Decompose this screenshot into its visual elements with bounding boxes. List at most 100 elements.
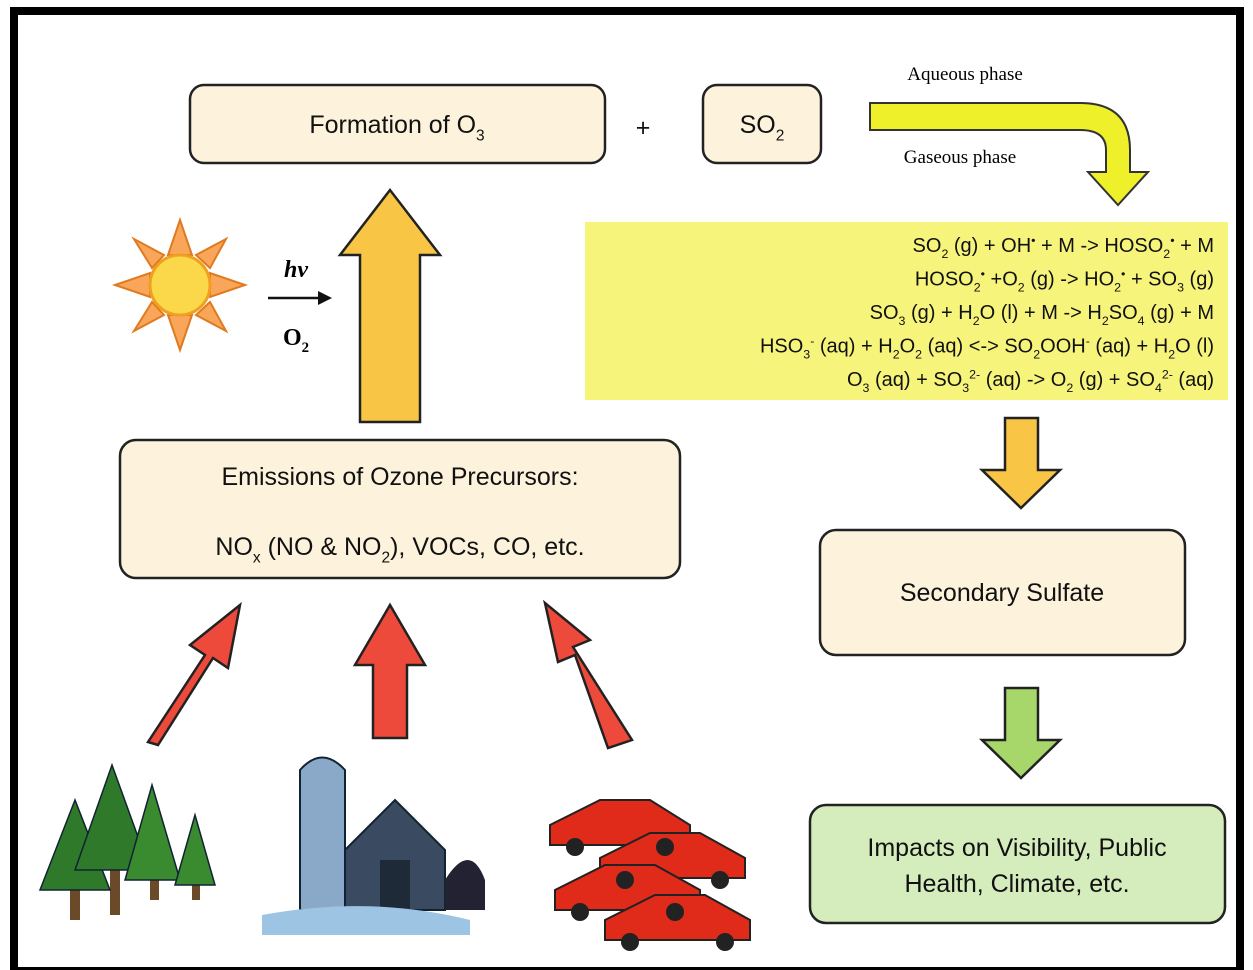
sulfate-box [818, 528, 1187, 657]
text-run: (g) [1184, 269, 1214, 291]
text-run: SO [1109, 302, 1138, 324]
formation-label: Formation of O3 [309, 111, 484, 145]
text-run: x [253, 550, 261, 567]
phase-arrow [869, 102, 1151, 207]
text-run: (aq) <-> SO [922, 336, 1033, 358]
text-run: SO [870, 302, 899, 324]
text-run: (aq) + H [1090, 336, 1168, 358]
down-arrow-green [978, 686, 1064, 780]
red-arrow [352, 602, 428, 740]
reaction: HOSO2• +O2 (g) -> HO2• + SO3 (g) [915, 267, 1214, 295]
text-run: (aq) -> O [980, 369, 1066, 391]
emissions-label: NOx (NO & NO2), VOCs, CO, etc. [215, 533, 584, 567]
text-run: 4 [1155, 381, 1162, 395]
text-run: 2 [1102, 314, 1109, 328]
text-run: (g) + M [1145, 302, 1214, 324]
trees [38, 762, 216, 920]
text-run: 2 [1018, 281, 1025, 295]
text-run: (NO & NO [261, 533, 382, 561]
sulfate-label: Secondary Sulfate [900, 579, 1104, 607]
text-run: 2 [1114, 281, 1121, 295]
reaction: O3 (aq) + SO32- (aq) -> O2 (g) + SO42- (… [847, 367, 1214, 395]
text-run: 3 [962, 381, 969, 395]
reactions-box [585, 222, 1228, 400]
text-run: (g) + H [905, 302, 972, 324]
text-run: ), VOCs, CO, etc. [390, 533, 584, 561]
text-run: 2 [941, 247, 948, 261]
text-run: O [900, 336, 916, 358]
impacts-label: Impacts on Visibility, Public [867, 834, 1166, 862]
red-arrows [146, 599, 634, 750]
o2-label: O2 [283, 325, 309, 356]
text-run: 3 [899, 314, 906, 328]
reaction: HSO3- (aq) + H2O2 (aq) <-> SO2OOH- (aq) … [760, 334, 1214, 362]
light-arrow-head [318, 291, 332, 305]
text-run: +O [985, 269, 1018, 291]
text-run: - [810, 334, 814, 348]
formation-box [188, 83, 607, 165]
text-run: HOSO [915, 269, 974, 291]
text-run: 2 [893, 348, 900, 362]
sun [111, 216, 249, 354]
text-run: NO [215, 533, 253, 561]
red-arrow [146, 601, 242, 747]
text-run: 2 [915, 348, 922, 362]
reaction: SO3 (g) + H2O (l) + M -> H2SO4 (g) + M [870, 302, 1214, 328]
text-run: - [1086, 334, 1090, 348]
text-run: 2 [1168, 348, 1175, 362]
text-run: 2 [302, 340, 309, 356]
up-arrow [337, 187, 443, 424]
reaction: SO2 (g) + OH• + M -> HOSO2• + M [913, 233, 1214, 261]
text-run: (g) -> HO [1025, 269, 1114, 291]
text-run: 2 [973, 314, 980, 328]
text-run: OOH [1040, 336, 1086, 358]
text-run: • [1170, 233, 1174, 247]
text-run: (aq) + H [814, 336, 892, 358]
text-run: 2 [776, 128, 785, 145]
emissions-box [118, 438, 682, 580]
text-run: 2 [1163, 247, 1170, 261]
barn [262, 756, 485, 935]
down-arrow [978, 416, 1064, 510]
text-run: (g) + SO [1073, 369, 1155, 391]
aqueous-label: Aqueous phase [907, 64, 1023, 85]
text-run: 2- [1162, 367, 1173, 381]
text-run: 2- [969, 367, 980, 381]
text-run: (aq) + SO [869, 369, 962, 391]
so2-label: SO2 [740, 111, 785, 145]
text-run: SO [740, 111, 776, 139]
text-run: • [1121, 267, 1125, 281]
so2-box [701, 83, 823, 165]
text-run: 2 [381, 550, 390, 567]
text-run: (g) + OH [948, 235, 1031, 257]
text-run: O (l) [1175, 336, 1214, 358]
plus-sign: + [636, 114, 651, 142]
impacts-box [808, 803, 1227, 925]
text-run: • [981, 267, 985, 281]
text-run: + SO [1125, 269, 1177, 291]
text-run: Formation of O [309, 111, 476, 139]
text-run: + M -> HOSO [1035, 235, 1163, 257]
text-run: 3 [803, 348, 810, 362]
text-run: SO [913, 235, 942, 257]
red-arrow [543, 599, 634, 750]
text-run: O [283, 325, 302, 351]
text-run: O (l) + M -> H [980, 302, 1102, 324]
text-run: 2 [974, 281, 981, 295]
emissions-title: Emissions of Ozone Precursors: [221, 463, 578, 491]
text-run: + M [1175, 235, 1214, 257]
text-run: 3 [863, 381, 870, 395]
text-run: Secondary Sulfate [900, 579, 1104, 607]
text-run: HSO [760, 336, 803, 358]
text-run: 3 [476, 128, 485, 145]
text-run: 2 [1033, 348, 1040, 362]
wheels [566, 838, 734, 951]
text-run: 3 [1177, 281, 1184, 295]
text-run: 2 [1066, 381, 1073, 395]
text-run: O [847, 369, 863, 391]
impacts-label: Health, Climate, etc. [904, 870, 1129, 898]
text-run: • [1031, 233, 1035, 247]
text-run: 4 [1138, 314, 1145, 328]
gaseous-label: Gaseous phase [904, 147, 1016, 168]
